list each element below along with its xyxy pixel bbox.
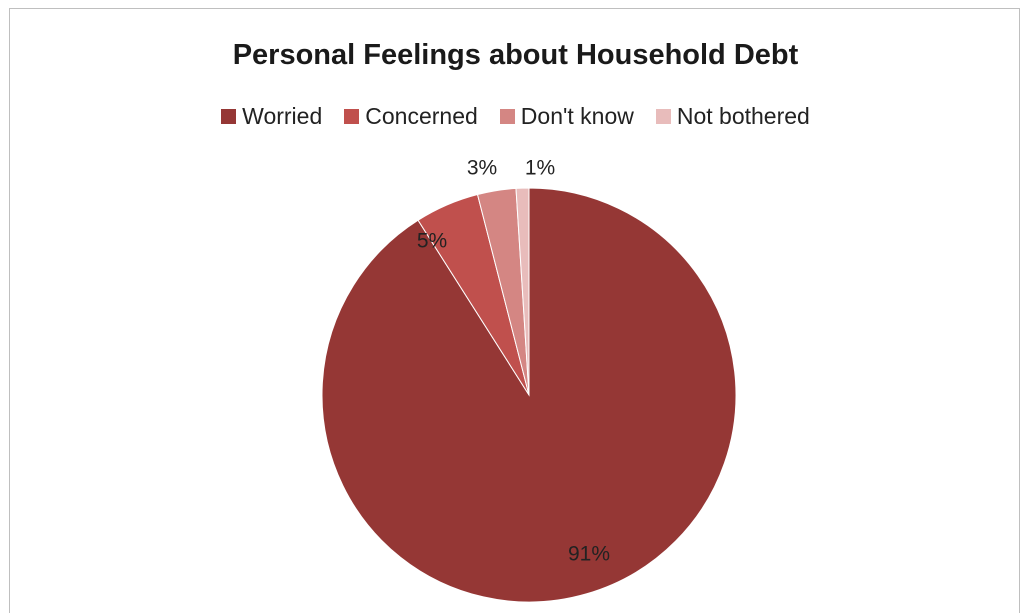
legend-swatch-worried <box>221 109 237 124</box>
legend-item-not-bothered: Not bothered <box>655 103 810 130</box>
legend-swatch-not-bothered <box>655 109 671 124</box>
legend-item-concerned: Concerned <box>344 103 478 130</box>
slice-label-not-bothered: 1% <box>525 157 555 180</box>
chart-area: Personal Feelings about Household Debt W… <box>9 8 1020 613</box>
legend-label-dont-know: Don't know <box>520 103 634 129</box>
legend-item-worried: Worried <box>221 103 322 130</box>
legend-label-concerned: Concerned <box>365 103 478 129</box>
legend-label-not-bothered: Not bothered <box>676 103 810 129</box>
legend-swatch-dont-know <box>499 109 515 124</box>
slice-label-dont-know: 3% <box>467 157 497 180</box>
legend-label-worried: Worried <box>242 103 323 129</box>
legend-swatch-concerned <box>344 109 360 124</box>
pie-chart: 91% 5% 3% 1% <box>321 157 737 603</box>
legend-item-dont-know: Don't know <box>499 103 634 130</box>
slice-label-worried: 91% <box>568 543 610 566</box>
chart-title: Personal Feelings about Household Debt <box>232 39 799 71</box>
pie-slice-not-bothered <box>515 187 530 396</box>
slice-label-concerned: 5% <box>417 230 447 253</box>
legend: Worried Concerned Don't know Not bothere… <box>10 103 1021 130</box>
